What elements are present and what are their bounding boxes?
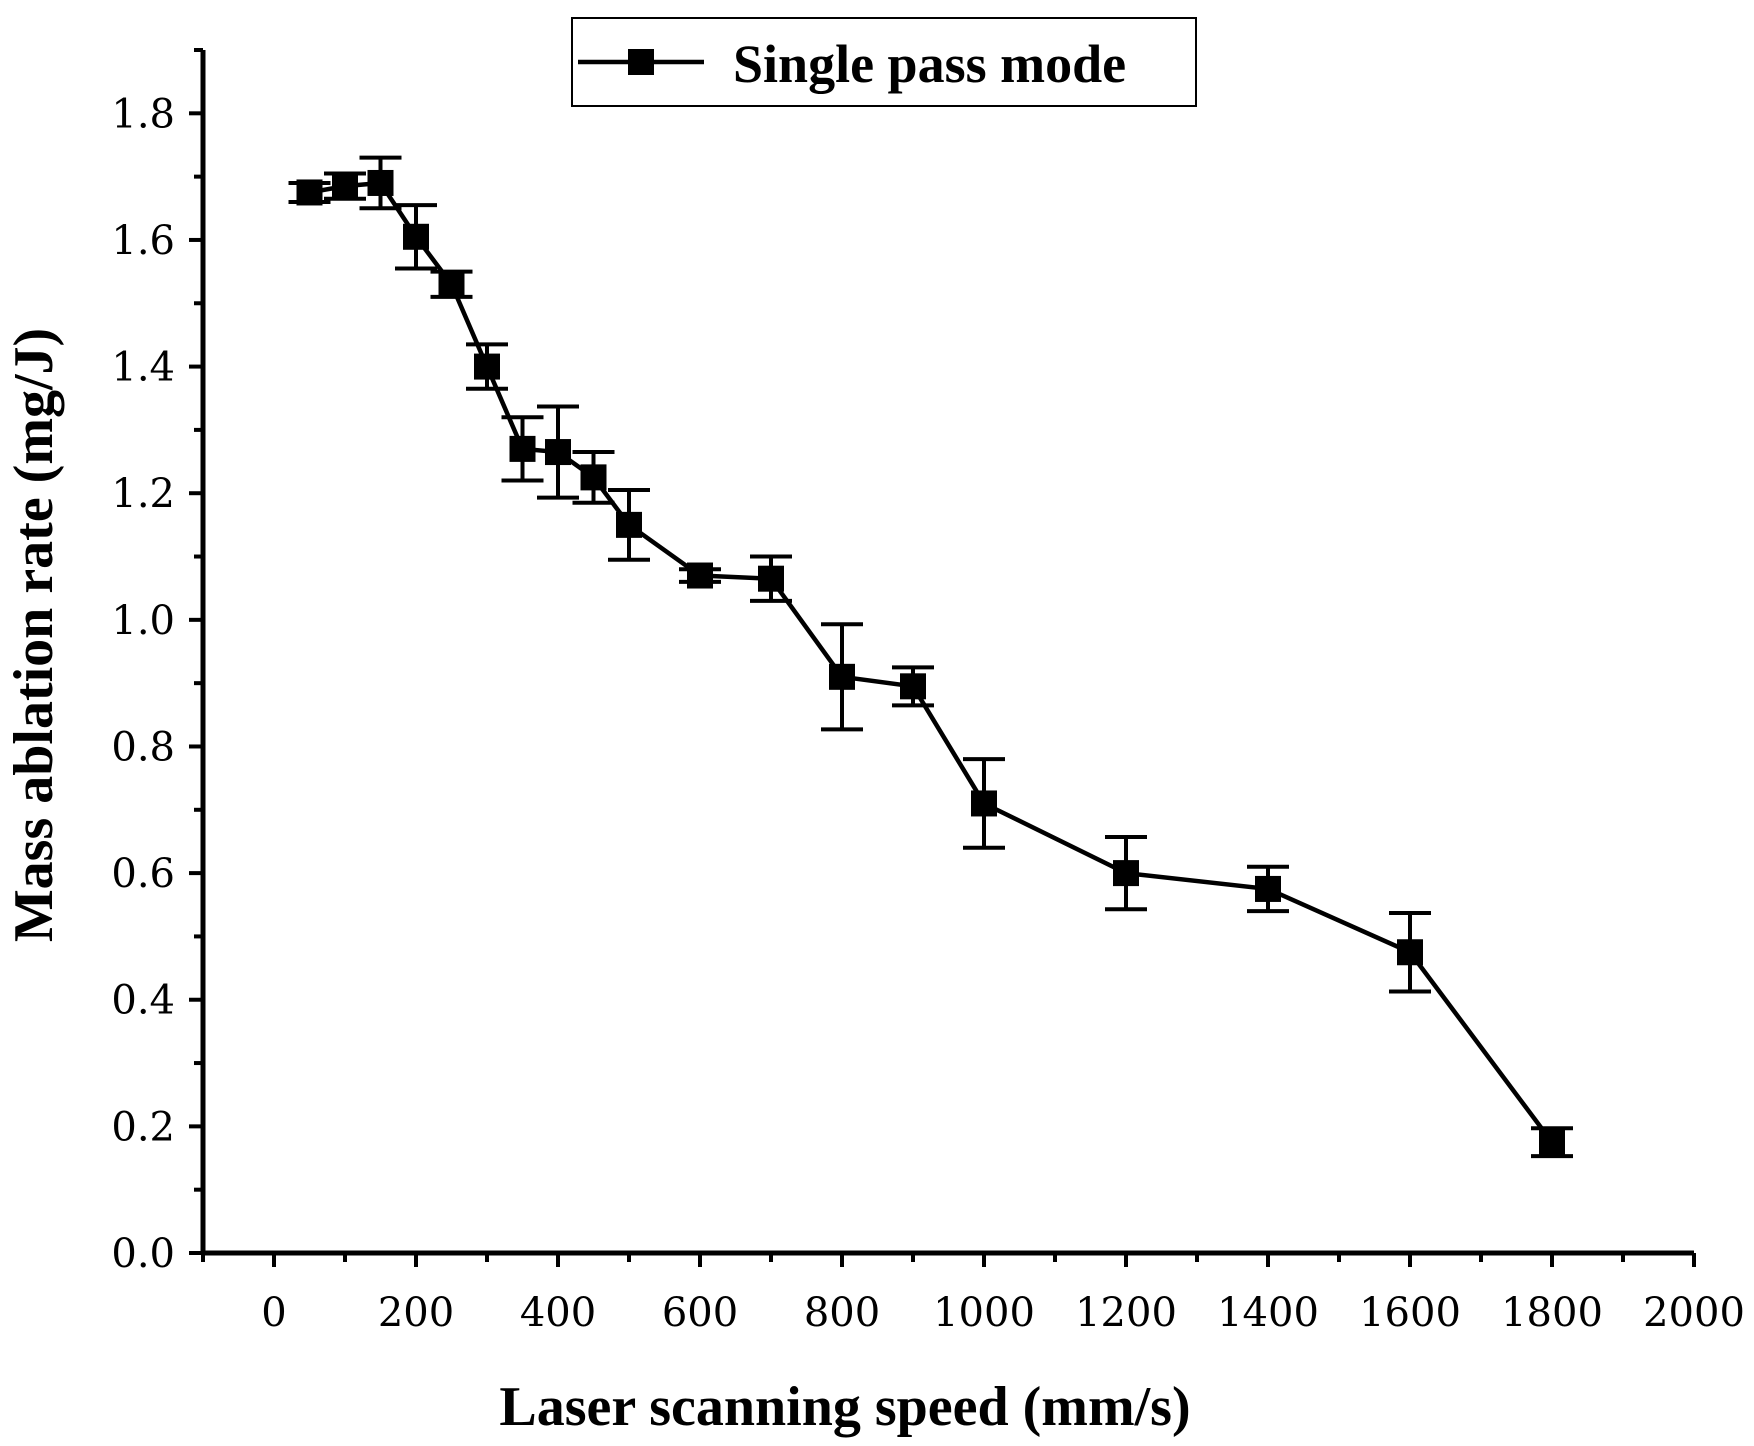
data-point <box>580 464 607 491</box>
x-tick-label: 200 <box>378 1290 454 1336</box>
data-point <box>616 511 642 538</box>
y-tick-label: 1.6 <box>111 218 175 264</box>
x-tick-label: 1000 <box>933 1290 1035 1336</box>
x-tick-label: 2000 <box>1643 1290 1745 1336</box>
series-line <box>309 180 1554 1144</box>
y-tick-label: 1.8 <box>111 91 175 137</box>
x-tick-label: 1800 <box>1501 1290 1603 1336</box>
data-point <box>687 562 713 589</box>
legend: Single pass mode <box>571 17 1197 107</box>
x-tick-label: 400 <box>520 1290 596 1336</box>
x-axis-title: Laser scanning speed (mm/s) <box>499 1376 1190 1438</box>
data-point <box>1397 939 1423 966</box>
y-tick-label: 0.8 <box>111 724 175 770</box>
y-tick-label: 0.0 <box>111 1231 175 1277</box>
data-point <box>971 790 997 817</box>
legend-label: Single pass mode <box>733 34 1126 94</box>
data-point <box>474 353 500 380</box>
data-point <box>545 439 571 466</box>
x-tick-label: 0 <box>261 1290 286 1336</box>
x-tick-label: 800 <box>804 1290 880 1336</box>
data-point <box>438 271 465 298</box>
y-tick-label: 1.4 <box>111 345 175 391</box>
data-point <box>296 179 323 206</box>
y-tick-label: 0.6 <box>111 851 175 897</box>
data-point <box>758 565 784 592</box>
data-point <box>829 663 855 690</box>
x-tick-label: 1200 <box>1075 1290 1177 1336</box>
x-tick-label: 1600 <box>1359 1290 1461 1336</box>
y-tick-label: 1.0 <box>111 598 175 644</box>
y-tick-label: 1.2 <box>111 471 175 517</box>
data-point <box>1255 875 1281 902</box>
legend-marker-sample <box>628 49 654 75</box>
y-tick-label: 0.4 <box>111 978 175 1024</box>
data-point <box>1113 860 1139 887</box>
data-point <box>367 169 394 196</box>
data-point <box>332 173 358 200</box>
plot-area <box>288 155 1573 1159</box>
data-point <box>509 435 536 462</box>
x-tick-label: 600 <box>662 1290 738 1336</box>
data-point <box>1539 1129 1565 1156</box>
y-axis-title: Mass ablation rate (mg/J) <box>3 328 65 942</box>
x-tick-label: 1400 <box>1217 1290 1319 1336</box>
data-point <box>403 223 429 250</box>
data-point <box>900 673 926 700</box>
axes: 0 200 400 600 800 1000 1200 1400 1600 1800 2000 0.0… <box>111 48 1745 1336</box>
y-tick-label: 0.2 <box>111 1104 175 1150</box>
